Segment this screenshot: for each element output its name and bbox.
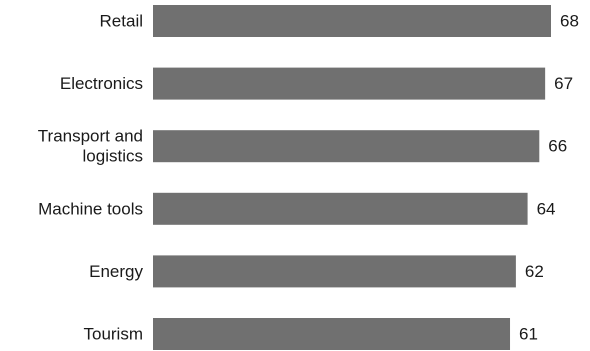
category-label-line: Transport and — [38, 127, 143, 146]
bar — [153, 318, 511, 350]
bar — [153, 67, 546, 100]
category-label: Energy — [89, 262, 143, 281]
category-label: Retail — [100, 12, 143, 31]
category-label-line: Retail — [100, 12, 143, 31]
value-label: 66 — [548, 137, 567, 156]
value-label: 67 — [554, 74, 573, 93]
value-label: 64 — [537, 199, 556, 218]
category-labels-group: Retail Electronics Transport and logistics M… — [38, 12, 144, 344]
category-label-line: Machine tools — [38, 199, 143, 218]
category-label: Machine tools — [38, 199, 143, 218]
bar — [153, 5, 551, 37]
category-label-line: logistics — [83, 147, 143, 166]
bars-group — [153, 5, 551, 350]
category-label: Tourism — [83, 325, 143, 344]
value-label: 68 — [560, 12, 579, 31]
value-label: 61 — [519, 325, 538, 344]
category-label: Electronics — [60, 74, 143, 93]
category-label: Transport and logistics — [38, 127, 143, 166]
bar — [153, 130, 540, 163]
bar — [153, 255, 516, 288]
bar — [153, 192, 528, 225]
category-label-line: Electronics — [60, 74, 143, 93]
category-label-line: Tourism — [83, 325, 143, 344]
value-label: 62 — [525, 262, 544, 281]
category-label-line: Energy — [89, 262, 143, 281]
value-labels-group: 68 67 66 64 62 61 — [519, 12, 579, 344]
